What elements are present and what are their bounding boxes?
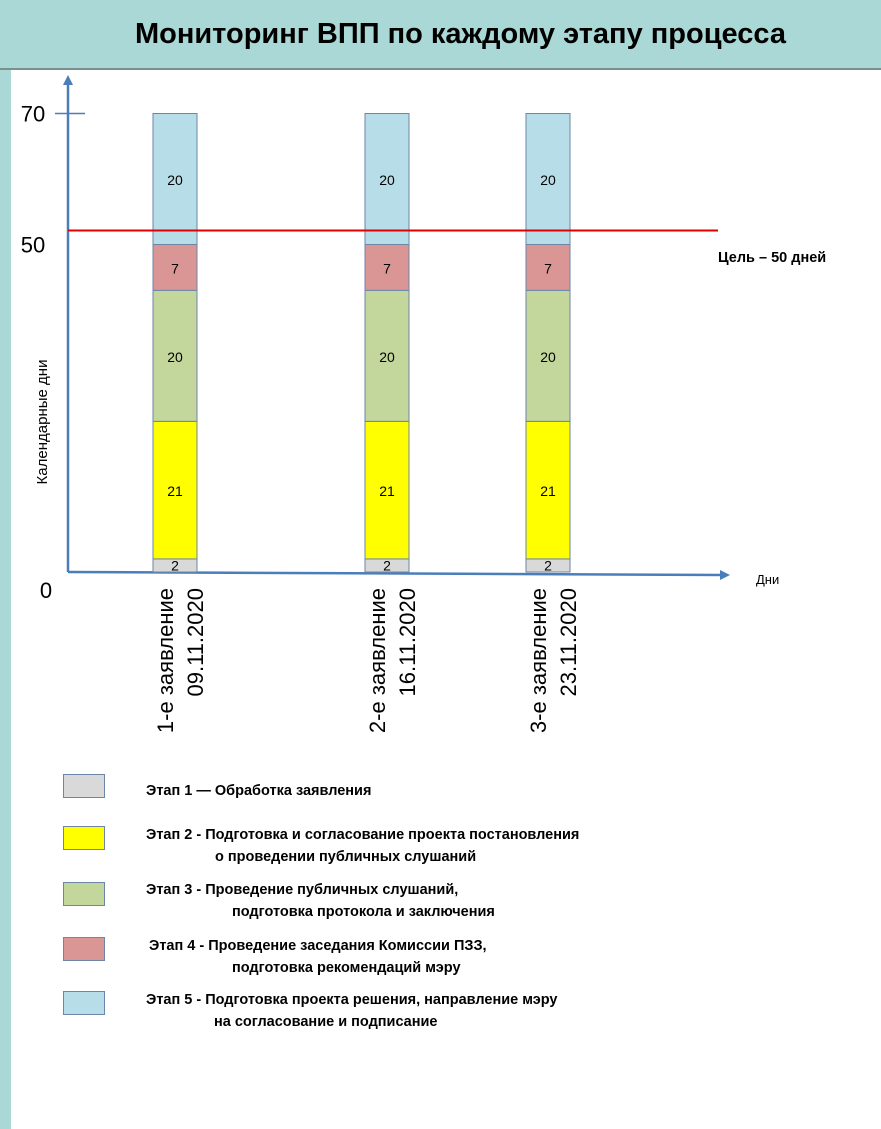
bar-segment (525, 244, 571, 291)
x-category-label-line: 16.11.2020 (395, 588, 420, 696)
bar-data-label: 21 (379, 483, 395, 499)
target-line-label: Цель – 50 дней (718, 250, 826, 266)
bar-data-label: 7 (171, 260, 179, 276)
bar-segment (525, 113, 571, 245)
bar-data-label: 7 (383, 260, 391, 276)
bar-segment (364, 113, 410, 245)
bar-data-label: 20 (540, 349, 556, 365)
y-tick-label: 70 (21, 102, 45, 127)
title-bar: Мониторинг ВПП по каждому этапу процесса (0, 0, 881, 70)
x-category-label-line: 3-е заявление (526, 588, 551, 733)
bar-segment (152, 420, 198, 560)
page-title: Мониторинг ВПП по каждому этапу процесса (134, 17, 787, 50)
bar-data-label: 21 (540, 483, 556, 499)
x-category-label-line: 09.11.2020 (183, 588, 208, 696)
bar-data-label: 20 (540, 172, 556, 188)
bar-data-label: 20 (167, 349, 183, 365)
bar-data-label: 20 (167, 172, 183, 188)
bar-segment (152, 244, 198, 291)
bar-data-label: 7 (544, 260, 552, 276)
bar-segment (152, 113, 198, 245)
x-axis-label: Дни (756, 572, 779, 587)
y-axis-label: Календарные дни (34, 360, 51, 485)
x-category-label-line: 2-е заявление (365, 588, 390, 733)
bar-segment (364, 420, 410, 560)
x-category-label: 3-е заявление 23.11.2020 (526, 588, 581, 733)
x-category-label-line: 1-е заявление (153, 588, 178, 733)
x-category-label: 2-е заявление 16.11.2020 (365, 588, 420, 733)
bar-data-label: 20 (379, 349, 395, 365)
y-tick-label: 0 (40, 578, 52, 603)
bar-data-label: 21 (167, 483, 183, 499)
bar-segment (152, 289, 198, 422)
left-decor-strip (0, 0, 11, 1129)
bar-segment (364, 289, 410, 422)
x-category-label-line: 23.11.2020 (556, 588, 581, 696)
bar-segment (364, 244, 410, 291)
bar-data-label: 2 (383, 557, 391, 573)
bar-data-label: 2 (544, 557, 552, 573)
bar-data-label: 2 (171, 557, 179, 573)
y-tick-label: 50 (21, 233, 45, 258)
bar-data-label: 20 (379, 172, 395, 188)
bar-segment (525, 289, 571, 422)
bar-segment (525, 420, 571, 560)
x-category-label: 1-е заявление 09.11.2020 (153, 588, 208, 733)
